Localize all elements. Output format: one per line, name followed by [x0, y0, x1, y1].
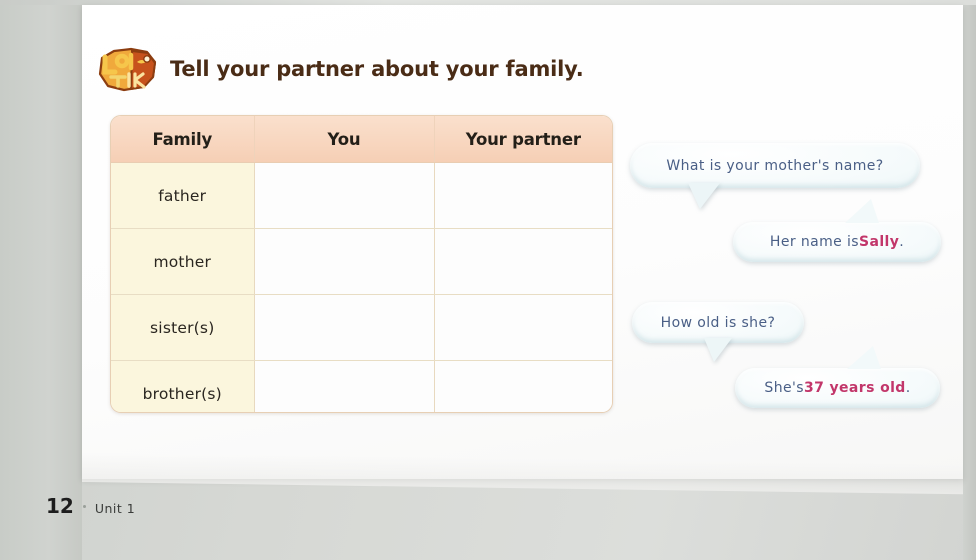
- scan-top-edge: [0, 0, 976, 5]
- speech-bubble-answer-name: Her name is Sally.: [733, 199, 941, 262]
- speech-bubble-punctuation: .: [905, 380, 911, 396]
- speech-bubble-highlight: 37 years old: [803, 380, 906, 396]
- speech-bubble-tail: [845, 199, 879, 223]
- page-footer: 12 Unit 1: [46, 494, 135, 518]
- activity-heading-text: Tell your partner about your family.: [170, 57, 584, 81]
- cell-sisters-you[interactable]: [254, 294, 435, 361]
- table-row: father: [111, 162, 612, 229]
- footer-separator-dot: [82, 505, 86, 508]
- row-label-sisters: sister(s): [111, 294, 255, 361]
- table-row: sister(s): [111, 294, 612, 361]
- speech-bubble-answer-age: She's 37 years old.: [735, 346, 940, 408]
- row-label-brothers: brother(s): [111, 360, 255, 412]
- speech-bubble-highlight: Sally: [858, 234, 900, 250]
- cell-mother-partner[interactable]: [434, 228, 612, 295]
- column-header-family: Family: [111, 116, 255, 163]
- cell-mother-you[interactable]: [254, 228, 435, 295]
- speech-bubble-text: Her name is: [769, 234, 859, 250]
- family-table: Family You Your partner father mother si…: [110, 115, 613, 413]
- speech-bubble-tail: [704, 338, 732, 362]
- unit-label: Unit 1: [94, 501, 136, 516]
- page-number: 12: [46, 494, 74, 518]
- table-row: brother(s): [111, 360, 612, 412]
- table-header-row: Family You Your partner: [111, 116, 612, 163]
- cell-brothers-you[interactable]: [254, 360, 435, 412]
- speech-bubble-question-name: What is your mother's name?: [630, 143, 920, 209]
- cell-brothers-partner[interactable]: [434, 360, 612, 412]
- speech-bubble-text: How old is she?: [660, 314, 776, 331]
- speech-bubble-text: She's: [764, 380, 804, 396]
- column-header-partner: Your partner: [434, 116, 612, 163]
- column-header-you: You: [254, 116, 435, 163]
- speech-bubble-question-age: How old is she?: [632, 302, 804, 362]
- cell-sisters-partner[interactable]: [434, 294, 612, 361]
- cell-father-you[interactable]: [254, 162, 435, 229]
- cell-father-partner[interactable]: [434, 162, 612, 229]
- speech-bubble-tail: [847, 346, 881, 369]
- activity-heading: Tell your partner about your family.: [98, 46, 584, 92]
- scan-right-margin: [963, 0, 976, 560]
- table-row: mother: [111, 228, 612, 295]
- lets-talk-logo-icon: [98, 46, 160, 92]
- speech-bubble-text: What is your mother's name?: [666, 157, 884, 174]
- scan-left-margin: [0, 0, 82, 560]
- speech-bubble-punctuation: .: [899, 234, 905, 250]
- row-label-mother: mother: [111, 228, 255, 295]
- row-label-father: father: [111, 162, 255, 229]
- speech-bubble-tail: [688, 183, 720, 209]
